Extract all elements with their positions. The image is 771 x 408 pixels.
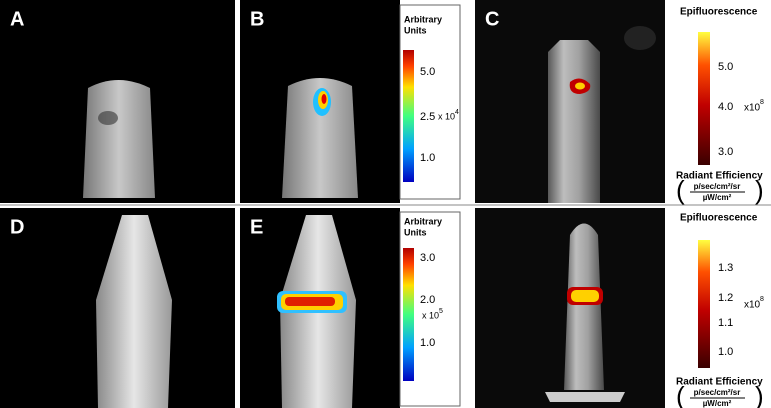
panel-label: A xyxy=(10,8,24,30)
panel-label: E xyxy=(250,216,263,238)
tick-label: 4.0 xyxy=(718,101,733,113)
tick-label: 2.5 xyxy=(420,111,435,123)
multiplier: x 10 xyxy=(438,111,455,121)
paren: ) xyxy=(755,381,764,408)
colorbar xyxy=(403,50,414,182)
tick-label: 1.0 xyxy=(420,337,435,349)
colorbar-title: Arbitrary xyxy=(404,14,442,24)
colorbar xyxy=(698,240,710,368)
tick-label: 5.0 xyxy=(718,61,733,73)
colorbar-title: Epifluorescence xyxy=(680,7,758,18)
tick-label: 1.0 xyxy=(718,346,733,358)
colorbar-title: Units xyxy=(404,25,427,35)
panel-label: D xyxy=(10,216,24,238)
tick-label: 1.2 xyxy=(718,292,733,304)
tube xyxy=(83,80,155,198)
signal xyxy=(571,290,599,302)
exponent: 4 xyxy=(455,109,459,116)
tick-label: 3.0 xyxy=(420,252,435,264)
tick-label: 1.3 xyxy=(718,262,733,274)
paren: ( xyxy=(676,175,685,205)
figure: A B Arbitrary Units 5.0 2.5 x 10 4 1.0 C… xyxy=(0,0,771,408)
tick-label: 1.1 xyxy=(718,317,733,329)
colorbar xyxy=(403,248,414,381)
signal xyxy=(285,297,335,306)
vial xyxy=(548,40,600,203)
panel-label: B xyxy=(250,8,264,30)
signal xyxy=(575,83,585,90)
exponent: 8 xyxy=(760,99,764,106)
tick-label: 2.0 xyxy=(420,294,435,306)
colorbar-title: Units xyxy=(404,227,427,237)
units-numerator: p/sec/cm²/sr xyxy=(694,182,741,191)
units-numerator: p/sec/cm²/sr xyxy=(694,388,741,397)
multiplier: x 10 xyxy=(422,310,439,320)
units-denominator: µW/cm² xyxy=(703,399,732,408)
vial-base xyxy=(545,392,625,402)
page: A B Arbitrary Units 5.0 2.5 x 10 4 1.0 C… xyxy=(0,0,771,408)
tick-label: 3.0 xyxy=(718,146,733,158)
vial xyxy=(564,224,604,391)
multiplier: x10 xyxy=(744,300,761,311)
spot xyxy=(624,26,656,50)
tick-label: 1.0 xyxy=(420,152,435,164)
tissue xyxy=(98,111,118,125)
exponent: 5 xyxy=(439,308,443,315)
units-title: Radiant Efficiency xyxy=(676,171,763,182)
exponent: 8 xyxy=(760,296,764,303)
signal xyxy=(322,94,327,104)
paren: ( xyxy=(676,381,685,408)
multiplier: x10 xyxy=(744,103,761,114)
colorbar xyxy=(698,32,710,165)
tick-label: 5.0 xyxy=(420,66,435,78)
panel-label: C xyxy=(485,8,499,30)
paren: ) xyxy=(755,175,764,205)
units-title: Radiant Efficiency xyxy=(676,377,763,388)
colorbar-title: Arbitrary xyxy=(404,216,442,226)
colorbar-title: Epifluorescence xyxy=(680,213,758,224)
units-denominator: µW/cm² xyxy=(703,193,732,202)
